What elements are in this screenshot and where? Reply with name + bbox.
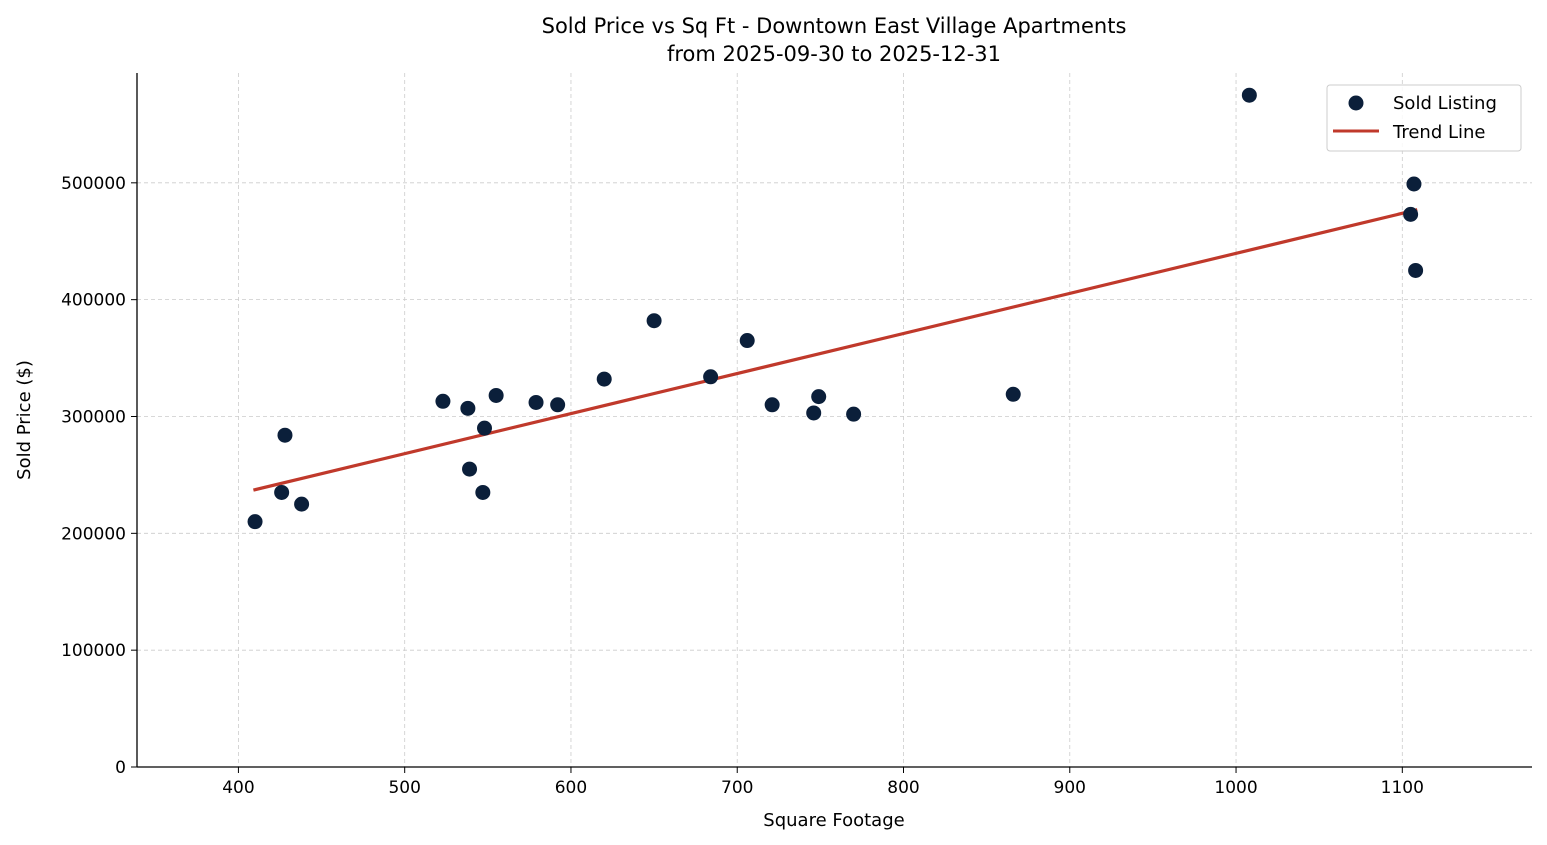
data-point bbox=[488, 387, 504, 403]
data-point bbox=[274, 484, 290, 500]
grid bbox=[137, 73, 1532, 767]
x-tick-label: 1100 bbox=[1381, 778, 1424, 798]
data-point bbox=[460, 400, 476, 416]
y-tick-label: 300000 bbox=[61, 407, 126, 427]
legend: Sold Listing Trend Line bbox=[1326, 84, 1522, 152]
y-axis-label: Sold Price ($) bbox=[14, 360, 35, 480]
data-point bbox=[294, 496, 310, 512]
data-point bbox=[528, 394, 544, 410]
y-tick-label: 400000 bbox=[61, 291, 126, 311]
chart-title: Sold Price vs Sq Ft - Downtown East Vill… bbox=[542, 14, 1127, 38]
legend-marker-sold-listing bbox=[1348, 95, 1364, 111]
data-point bbox=[462, 461, 478, 477]
data-point bbox=[247, 514, 263, 530]
x-tick-label: 900 bbox=[1054, 778, 1086, 798]
chart-subtitle: from 2025-09-30 to 2025-12-31 bbox=[667, 42, 1001, 66]
data-point bbox=[277, 427, 293, 443]
x-tick-label: 400 bbox=[222, 778, 254, 798]
data-point bbox=[435, 393, 451, 409]
data-point bbox=[811, 389, 827, 405]
data-point bbox=[1406, 176, 1422, 192]
data-point bbox=[475, 484, 491, 500]
x-tick-label: 500 bbox=[388, 778, 420, 798]
y-tick-label: 500000 bbox=[61, 174, 126, 194]
data-point bbox=[1005, 386, 1021, 402]
points-layer bbox=[247, 87, 1424, 530]
data-point bbox=[806, 405, 822, 421]
legend-label-sold-listing: Sold Listing bbox=[1393, 93, 1497, 114]
trend-line-layer bbox=[253, 208, 1418, 492]
x-axis-label: Square Footage bbox=[763, 810, 904, 831]
y-tick-label: 0 bbox=[115, 758, 126, 778]
y-tick-label: 200000 bbox=[61, 524, 126, 544]
data-point bbox=[739, 333, 755, 349]
data-point bbox=[1408, 262, 1424, 278]
data-point bbox=[764, 397, 780, 413]
trend-line bbox=[253, 208, 1418, 492]
x-tick-label: 600 bbox=[555, 778, 587, 798]
data-point bbox=[550, 397, 566, 413]
x-tick-label: 800 bbox=[887, 778, 919, 798]
y-tick-label: 100000 bbox=[61, 641, 126, 661]
data-point bbox=[846, 406, 862, 422]
data-point bbox=[1403, 206, 1419, 222]
axes: 400 500 600 700 800 900 1000 1100 0 100000 200000 3… bbox=[61, 73, 1532, 798]
x-tick-label: 700 bbox=[721, 778, 753, 798]
x-tick-label: 1000 bbox=[1214, 778, 1257, 798]
legend-box bbox=[1326, 84, 1522, 152]
data-point bbox=[596, 371, 612, 387]
data-point bbox=[703, 369, 719, 385]
data-point bbox=[646, 313, 662, 329]
data-point bbox=[1241, 87, 1257, 103]
legend-label-trend-line: Trend Line bbox=[1392, 122, 1486, 143]
data-point bbox=[477, 420, 493, 436]
